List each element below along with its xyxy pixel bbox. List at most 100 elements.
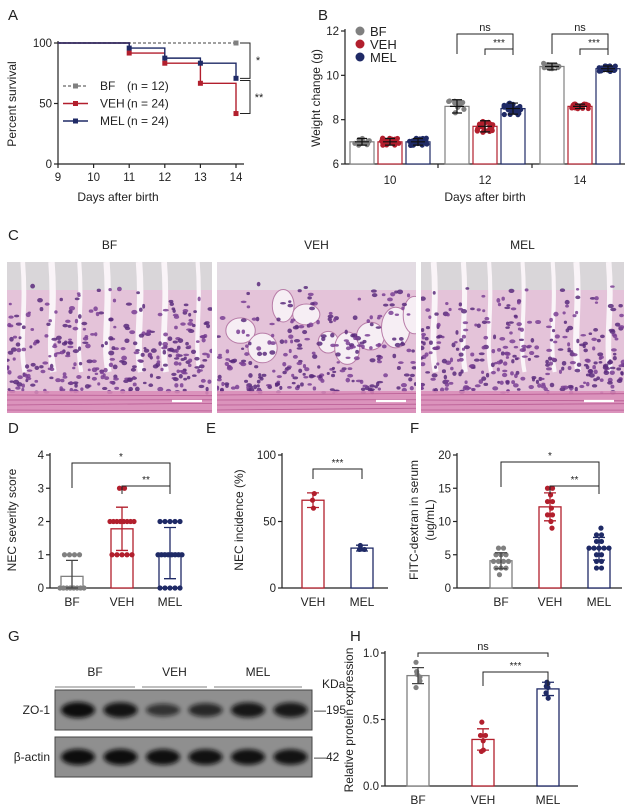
nucleus [421, 384, 424, 388]
nucleus [549, 338, 554, 342]
nucleus [74, 383, 78, 388]
nucleus [62, 323, 68, 328]
survival-x-tick-label: 9 [55, 172, 61, 184]
nucleus [54, 310, 58, 314]
nucleus [436, 362, 440, 366]
survival-significance: ** [255, 92, 264, 104]
nucleus [443, 374, 448, 380]
survival-marker-veh [233, 111, 239, 117]
nucleus [108, 317, 113, 322]
blot-protein-label: β-actin [14, 750, 50, 764]
panel-label-g: G [8, 628, 20, 645]
nucleus [611, 333, 617, 337]
nucleus [376, 354, 382, 358]
blot-band [61, 749, 95, 765]
blot-band [103, 749, 138, 765]
nec-score-point-mel [162, 518, 168, 525]
nucleus [511, 359, 515, 364]
nucleus [557, 348, 564, 351]
nucleus [483, 335, 489, 340]
nucleus [311, 351, 316, 355]
nucleus [554, 334, 560, 339]
nec-score-point-veh [109, 552, 115, 558]
nucleus [553, 340, 558, 344]
nucleus [330, 332, 335, 338]
nucleus [474, 323, 478, 327]
nucleus [607, 377, 613, 383]
nucleus [521, 344, 527, 349]
blot-strip-zo-1 [54, 689, 313, 731]
nucleus [108, 362, 114, 368]
survival-x-axis-title: Days after birth [77, 190, 158, 204]
nucleus [98, 311, 105, 315]
nucleus [178, 374, 183, 379]
nucleus [502, 369, 508, 373]
nucleus [94, 372, 99, 376]
fitc-point-veh [548, 518, 554, 525]
villus-gap [605, 262, 614, 373]
protein-y-axis-title: Relative protein expression [342, 648, 356, 793]
fitc-point-bf [503, 565, 509, 571]
nucleus [549, 382, 555, 388]
nucleus [272, 369, 276, 373]
nucleus [162, 308, 169, 312]
nucleus [526, 344, 532, 348]
nucleus [108, 350, 115, 356]
nucleus [102, 386, 108, 391]
legend-marker-bf [73, 83, 78, 89]
weight-y-tick-label: 10 [326, 70, 339, 82]
nucleus [524, 288, 529, 292]
nucleus [562, 335, 568, 339]
survival-marker-mel [233, 75, 239, 81]
nucleus [196, 368, 201, 374]
fitc-point-veh [549, 525, 555, 531]
nucleus [42, 361, 49, 365]
nucleus [537, 383, 542, 388]
survival-y-tick-label: 0 [46, 159, 52, 171]
nucleus [120, 346, 126, 351]
nucleus [283, 352, 288, 357]
nec-incidence-x-tick-label: MEL [350, 595, 375, 609]
fitc-point-veh [544, 485, 551, 491]
nucleus [60, 378, 65, 383]
nucleus [353, 336, 358, 341]
nucleus [48, 319, 52, 323]
muscle-layer [7, 391, 212, 413]
blot-group-label-mel: MEL [246, 665, 271, 679]
nucleus [113, 325, 117, 329]
nucleus [173, 377, 179, 382]
weight-error-bar [383, 137, 397, 146]
nucleus [217, 335, 221, 338]
protein-point-veh [477, 732, 484, 739]
nucleus [183, 356, 187, 361]
nucleus [582, 341, 588, 346]
tissue-fragment [225, 317, 256, 344]
nucleus [616, 378, 623, 383]
nucleus [298, 324, 305, 329]
nucleus [326, 371, 330, 376]
fitc-y-tick-label: 20 [438, 450, 451, 462]
nucleus [610, 307, 617, 312]
fitc-point-mel [598, 532, 605, 538]
fitc-point-mel [593, 552, 600, 558]
nucleus [377, 387, 381, 391]
nucleus [195, 340, 200, 343]
nucleus [579, 384, 585, 389]
nec-score-point-mel [167, 585, 173, 591]
fitc-point-bf [493, 552, 499, 558]
nec-incidence-y-tick-label: 100 [257, 450, 276, 462]
protein-y-tick-label: 1.0 [363, 648, 379, 660]
nucleus [444, 379, 450, 383]
nec-score-y-tick-label: 0 [38, 583, 44, 595]
nucleus [399, 342, 406, 347]
nucleus [156, 360, 161, 364]
legend-marker-veh [73, 101, 78, 106]
weight-error-bar [355, 137, 369, 146]
nucleus [24, 364, 30, 369]
nucleus [194, 356, 200, 361]
nucleus [509, 331, 513, 335]
nucleus [197, 296, 201, 302]
nucleus [26, 369, 33, 372]
nucleus [147, 352, 153, 358]
nucleus [44, 334, 49, 338]
